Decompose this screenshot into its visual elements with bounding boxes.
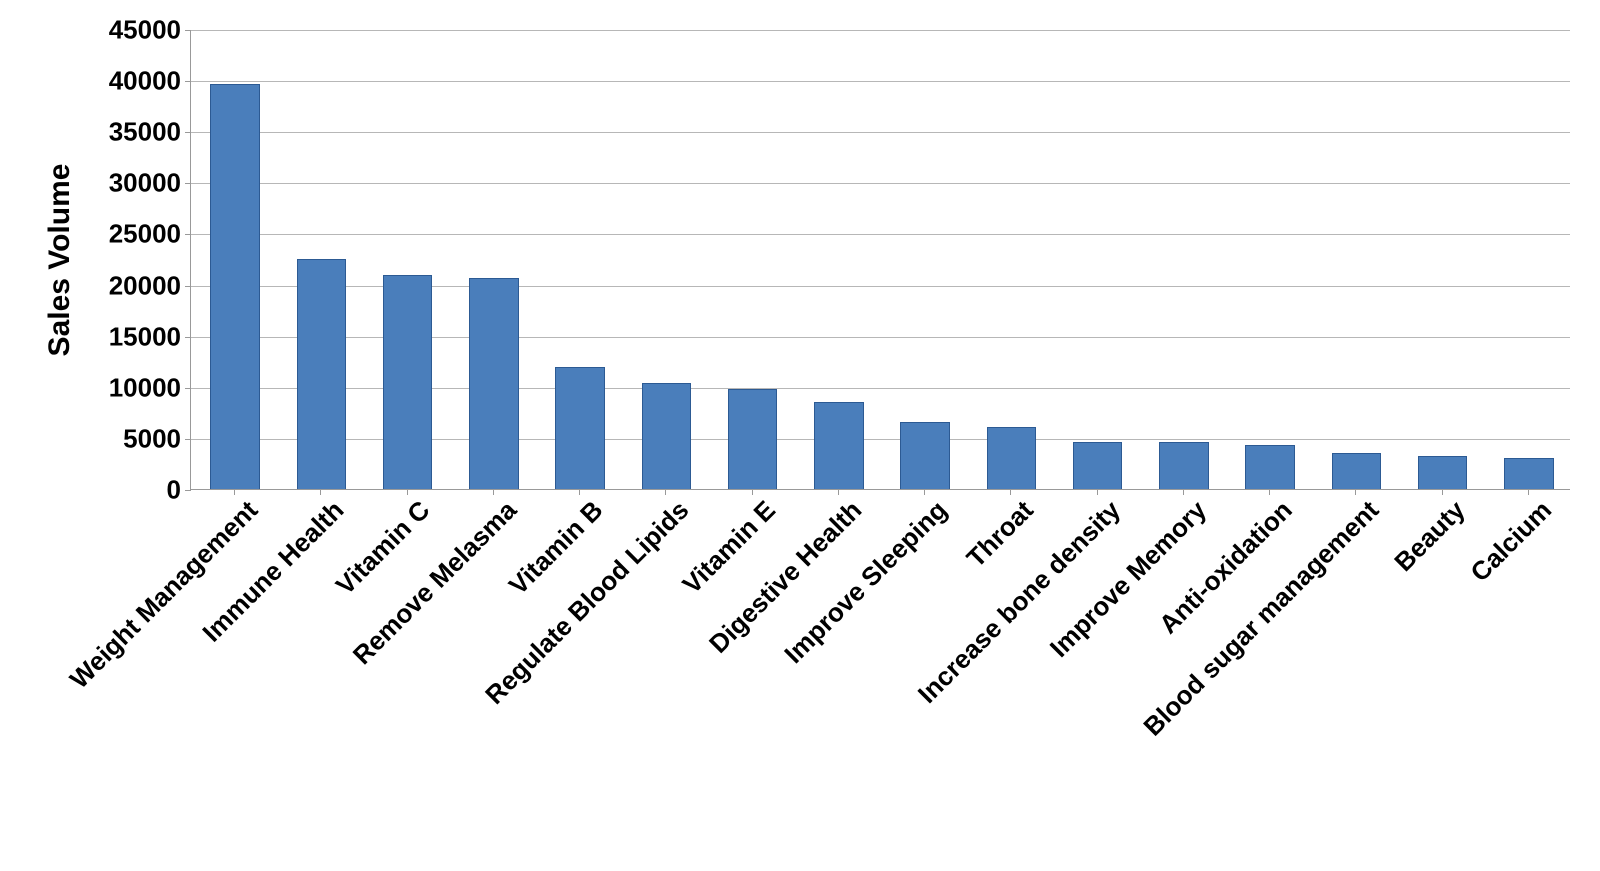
- gridline: [191, 183, 1570, 184]
- bar: [210, 84, 259, 489]
- gridline: [191, 132, 1570, 133]
- bar: [469, 278, 518, 489]
- gridline: [191, 234, 1570, 235]
- y-axis-title: Sales Volume: [43, 164, 77, 357]
- x-tick-label: Beauty: [1384, 489, 1473, 578]
- bar: [987, 427, 1036, 489]
- bar: [1073, 442, 1122, 489]
- bar: [297, 259, 346, 489]
- bar: [728, 389, 777, 489]
- gridline: [191, 81, 1570, 82]
- bar: [1332, 453, 1381, 489]
- bar: [1245, 445, 1294, 489]
- y-tick-label: 10000: [109, 372, 191, 403]
- gridline: [191, 30, 1570, 31]
- bar: [555, 367, 604, 489]
- y-tick-label: 20000: [109, 270, 191, 301]
- y-tick-label: 40000: [109, 66, 191, 97]
- bar: [814, 402, 863, 489]
- bar: [1504, 458, 1553, 489]
- sales-volume-bar-chart: 0 5000 10000 15000 20000 25000 30000 35000 40000…: [0, 0, 1600, 871]
- plot-area: 0500010000150002000025000300003500040000…: [190, 30, 1570, 490]
- y-tick-label: 5000: [123, 423, 191, 454]
- bar: [1159, 442, 1208, 489]
- bar: [383, 275, 432, 489]
- y-tick-label: 15000: [109, 321, 191, 352]
- bar: [1418, 456, 1467, 489]
- x-tick-label: Calcium: [1460, 489, 1559, 588]
- y-tick-label: 30000: [109, 168, 191, 199]
- y-tick-label: 0: [167, 475, 191, 506]
- y-tick-label: 45000: [109, 15, 191, 46]
- bar: [900, 422, 949, 489]
- y-tick-label: 35000: [109, 117, 191, 148]
- bar: [642, 383, 691, 489]
- y-tick-label: 25000: [109, 219, 191, 250]
